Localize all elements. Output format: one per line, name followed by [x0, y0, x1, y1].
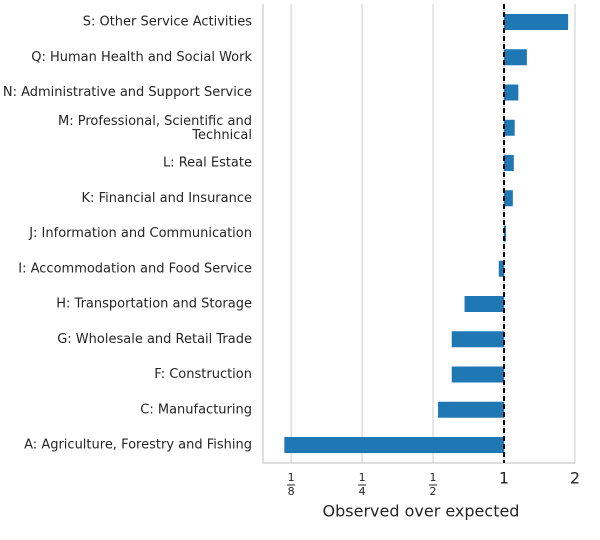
bar: [284, 437, 505, 453]
y-tick-label: L: Real Estate: [163, 156, 252, 171]
y-tick-label: Q: Human Health and Social Work: [31, 50, 252, 65]
y-tick-label: S: Other Service Activities: [83, 15, 253, 30]
y-tick-label: H: Transportation and Storage: [56, 297, 252, 312]
bar: [451, 331, 505, 348]
bar: [464, 296, 505, 312]
x-tick-label: 1: [499, 469, 509, 488]
bar: [451, 366, 505, 383]
y-tick-label: C: Manufacturing: [140, 402, 252, 417]
x-axis-label: Observed over expected: [323, 502, 520, 521]
bar: [498, 260, 505, 277]
y-tick-label: N: Administrative and Support Service: [3, 85, 252, 100]
y-tick-label: F: Construction: [154, 367, 252, 382]
bar: [504, 155, 514, 171]
y-tick-label: I: Accommodation and Food Service: [18, 261, 252, 276]
bar: [504, 84, 519, 101]
bar: [504, 225, 507, 242]
y-tick-label: G: Wholesale and Retail Trade: [57, 332, 252, 347]
y-tick-label: J: Information and Communication: [28, 226, 252, 241]
y-tick-label: M: Professional, Scientific and Technical: [58, 113, 252, 142]
bar: [438, 401, 505, 418]
bar: [504, 49, 527, 66]
y-tick-label: K: Financial and Insurance: [82, 191, 252, 206]
bar: [504, 190, 513, 207]
bar: [504, 14, 569, 30]
x-tick-label: 2: [570, 469, 580, 488]
y-tick-label: A: Agriculture, Forestry and Fishing: [24, 438, 252, 453]
bar: [504, 119, 515, 136]
